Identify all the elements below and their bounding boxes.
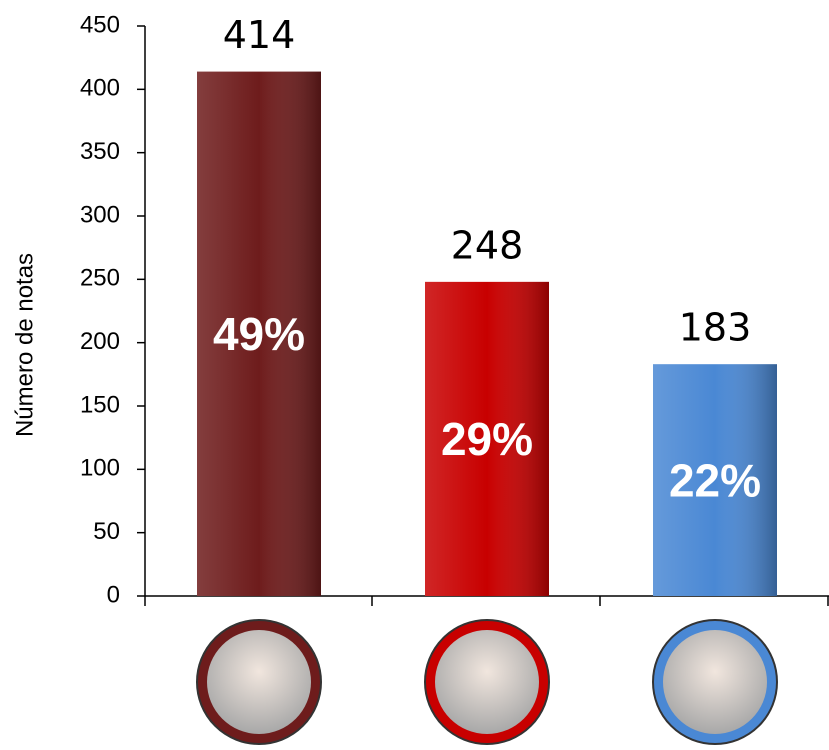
x-axis-ticks <box>144 596 829 606</box>
y-tick-label: 400 <box>80 75 120 102</box>
y-tick-label: 50 <box>93 518 120 545</box>
share-label: 49% <box>213 308 305 360</box>
bar-shade <box>425 281 549 596</box>
share-label: 22% <box>669 454 761 506</box>
y-tick-label: 450 <box>80 11 120 38</box>
y-tick-label: 100 <box>80 455 120 482</box>
value-label: 183 <box>679 306 752 350</box>
bar-shade <box>653 364 777 596</box>
y-axis-label: Número de notas <box>11 253 38 437</box>
y-tick-label: 150 <box>80 391 120 418</box>
y-tick-label: 200 <box>80 328 120 355</box>
portrait <box>663 630 767 734</box>
portrait <box>207 630 311 734</box>
share-label: 29% <box>441 413 533 465</box>
y-tick-label: 350 <box>80 138 120 165</box>
y-tick-label: 300 <box>80 201 120 228</box>
y-tick-label: 0 <box>107 581 120 608</box>
value-label: 414 <box>223 13 296 57</box>
value-label: 248 <box>451 223 524 267</box>
portrait <box>435 630 539 734</box>
bar-shade <box>197 71 321 597</box>
y-tick-label: 250 <box>80 265 120 292</box>
